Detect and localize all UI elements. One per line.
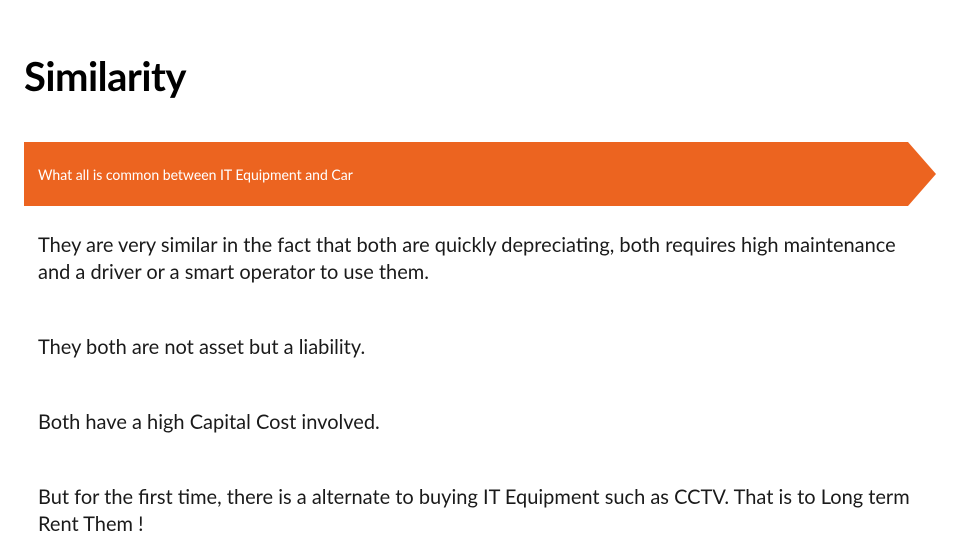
banner-arrow: What all is common between IT Equipment …	[24, 142, 936, 206]
slide: Similarity What all is common between IT…	[0, 0, 960, 560]
slide-title: Similarity	[24, 52, 186, 100]
paragraph: But for the first time, there is a alter…	[38, 484, 928, 538]
paragraph: They are very similar in the fact that b…	[38, 232, 928, 286]
paragraph: They both are not asset but a liability.	[38, 334, 928, 361]
body-text: They are very similar in the fact that b…	[38, 232, 928, 560]
banner-text: What all is common between IT Equipment …	[24, 166, 353, 183]
paragraph: Both have a high Capital Cost involved.	[38, 409, 928, 436]
